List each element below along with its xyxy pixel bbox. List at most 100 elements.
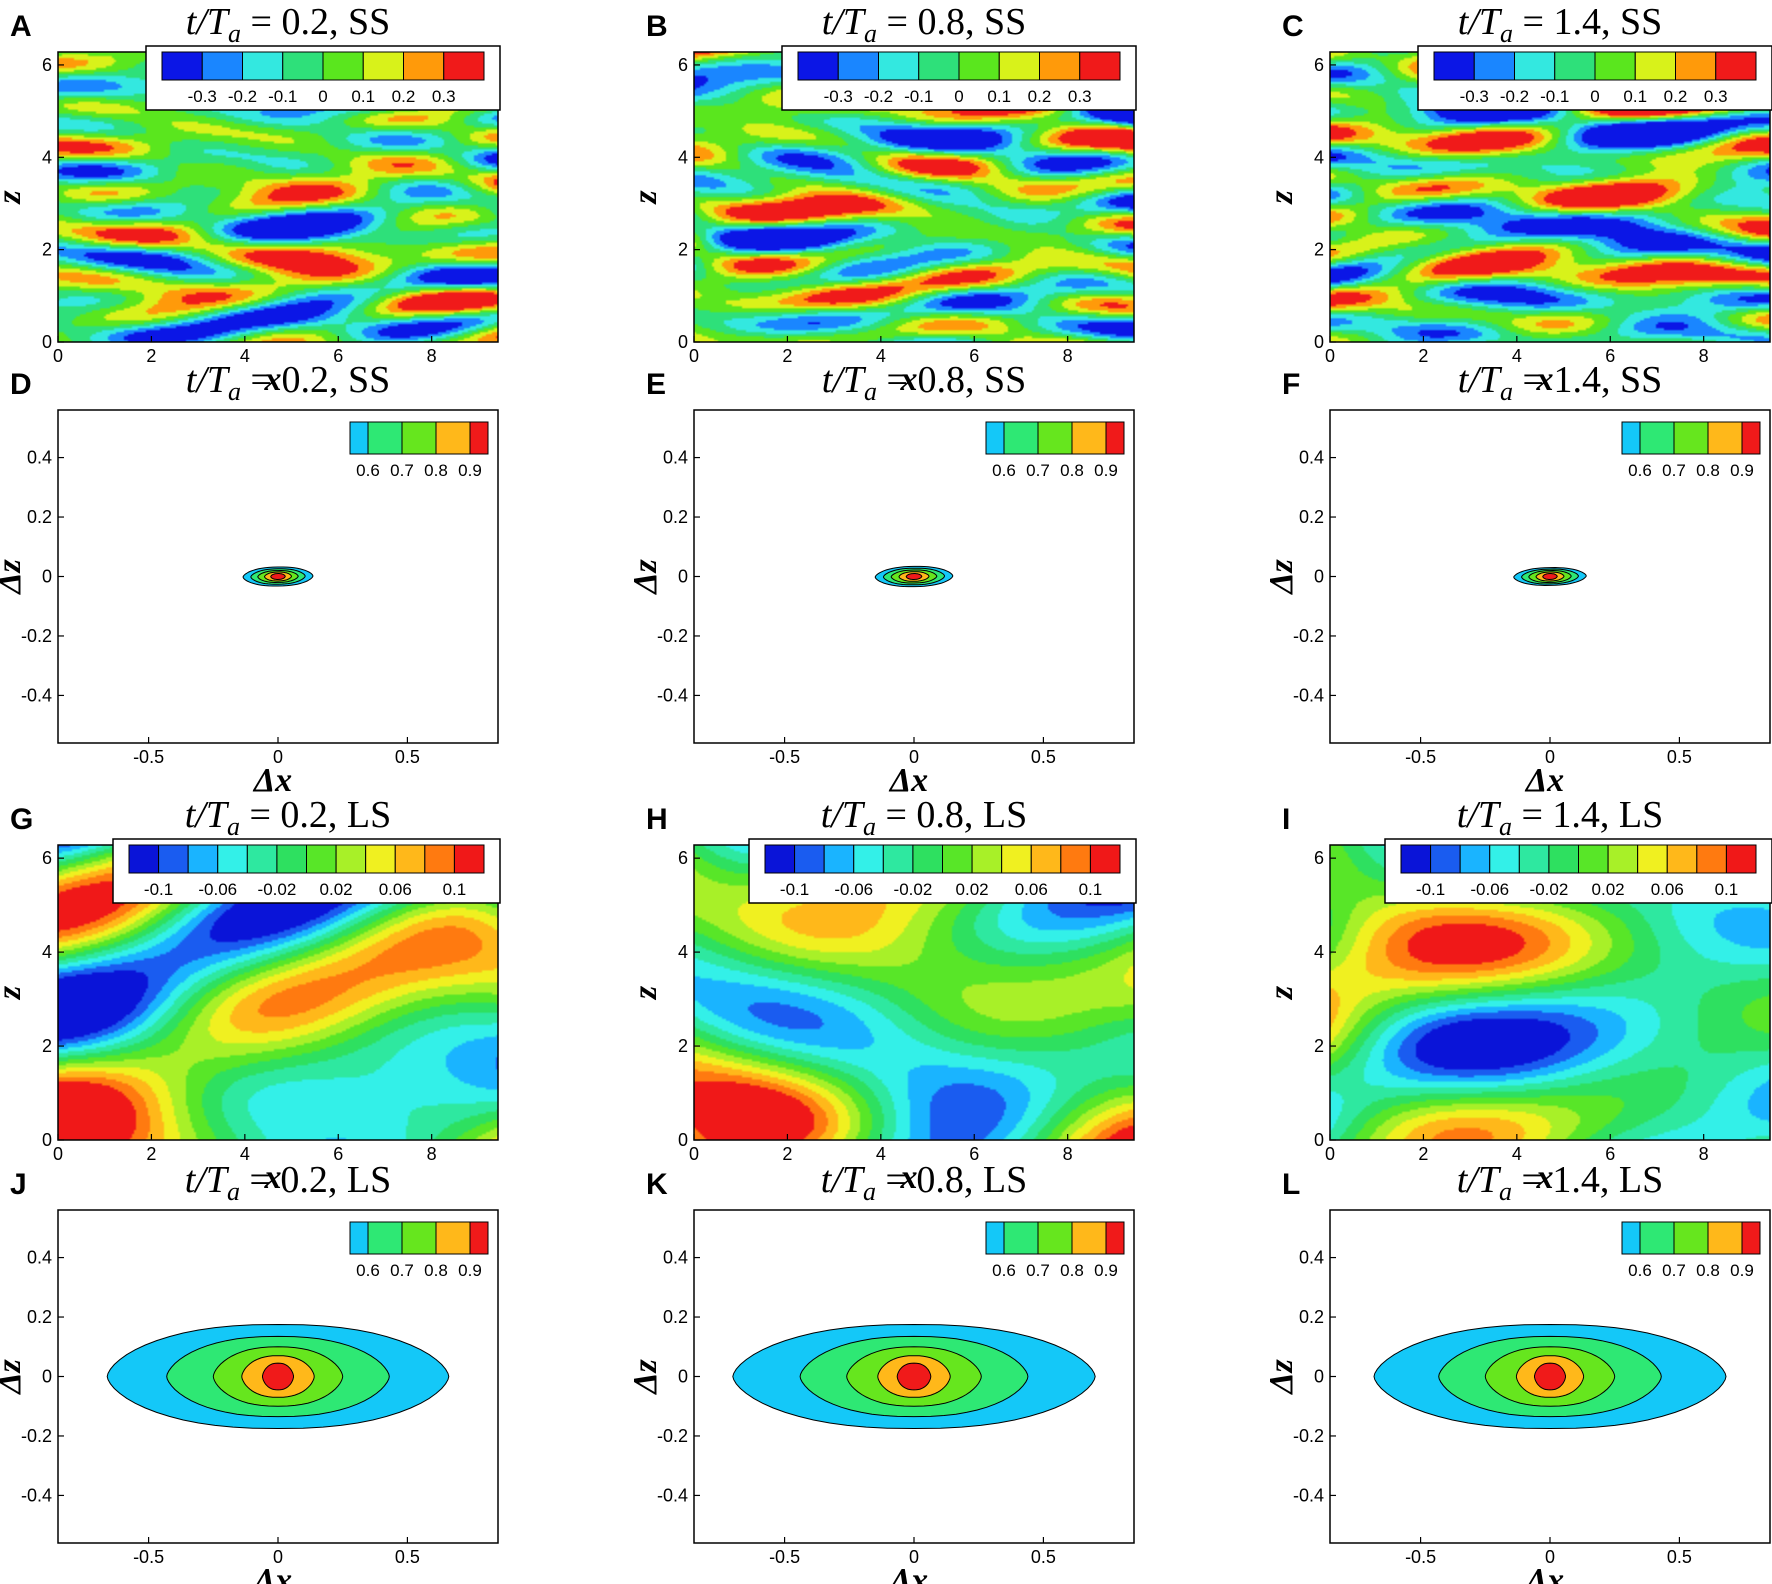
colorbar-tick-label: 0.6	[356, 461, 380, 480]
colorbar-swatch	[1430, 844, 1461, 874]
y-tick-label: 0	[42, 567, 52, 587]
x-tick-label: 2	[1418, 1144, 1428, 1164]
colorbar-swatch	[1621, 1221, 1641, 1255]
colorbar-swatch	[1715, 51, 1757, 81]
x-tick-label: -0.5	[769, 1547, 800, 1567]
y-tick-label: 6	[1314, 55, 1324, 75]
y-axis-label: z	[0, 985, 28, 1000]
y-tick-label: 6	[678, 848, 688, 868]
colorbar-tick-label: -0.3	[824, 87, 853, 106]
colorbar-tick-label: 0.02	[320, 880, 353, 899]
colorbar-swatch	[469, 421, 489, 455]
colorbar-tick-label: 0.8	[1060, 461, 1084, 480]
y-axis-label: z	[0, 190, 28, 205]
colorbar-tick-label: 0	[1590, 87, 1599, 106]
colorbar-swatch	[246, 844, 278, 874]
x-tick-label: 4	[876, 1144, 886, 1164]
colorbar-swatch	[1548, 844, 1579, 874]
colorbar-swatch	[306, 844, 337, 874]
y-tick-label: 0.2	[663, 1307, 688, 1327]
x-tick-label: 8	[1699, 1144, 1709, 1164]
y-axis-label: Δz	[0, 1358, 28, 1395]
y-tick-label: 0	[1314, 567, 1324, 587]
colorbar-tick-label: 0.6	[1628, 461, 1652, 480]
x-tick-label: 8	[1699, 346, 1709, 366]
colorbar-tick-label: 0.1	[443, 880, 467, 899]
colorbar-swatch	[1554, 51, 1596, 81]
panel-letter: H	[646, 803, 668, 836]
colorbar-swatch	[443, 51, 485, 81]
colorbar-swatch	[1060, 844, 1091, 874]
colorbar-swatch	[1105, 421, 1125, 455]
x-tick-label: 8	[427, 1144, 437, 1164]
y-axis-label: Δz	[0, 558, 28, 595]
x-axis-label: x	[1536, 361, 1554, 398]
panel-letter: I	[1282, 803, 1290, 836]
colorbar-swatch	[1105, 1221, 1125, 1255]
colorbar-swatch	[1489, 844, 1520, 874]
y-tick-label: -0.2	[21, 626, 52, 646]
x-tick-label: 6	[1605, 346, 1615, 366]
colorbar-swatch	[823, 844, 855, 874]
colorbar-tick-label: -0.1	[144, 880, 173, 899]
colorbar-swatch	[912, 844, 944, 874]
correlation-contours	[1513, 566, 1587, 587]
y-axis-label: z	[627, 190, 664, 205]
panel-title-prefix: t/T	[185, 794, 230, 836]
x-tick-label: 2	[146, 1144, 156, 1164]
colorbar-swatch	[1634, 51, 1676, 81]
x-axis-label: x	[264, 361, 282, 398]
panel-letter: F	[1282, 368, 1300, 401]
colorbar-swatch	[1696, 844, 1727, 874]
x-tick-label: -0.5	[133, 1547, 164, 1567]
colorbar: -0.1 -0.06 -0.02 0.02 0.06 0.1	[748, 838, 1137, 904]
y-tick-label: 0	[678, 567, 688, 587]
colorbar-swatch	[401, 421, 437, 455]
colorbar-swatch	[424, 844, 455, 874]
contour-level-0.9	[262, 1362, 294, 1391]
x-tick-label: 0	[909, 1547, 919, 1567]
y-axis-label: z	[1263, 190, 1300, 205]
colorbar-swatch	[1673, 1221, 1709, 1255]
y-tick-label: 0	[1314, 1130, 1324, 1150]
panel-title-suffix: = 1.4, LS	[1512, 794, 1663, 836]
y-tick-label: 2	[1314, 1036, 1324, 1056]
x-tick-label: 4	[1512, 1144, 1522, 1164]
x-tick-label: -0.5	[1405, 1547, 1436, 1567]
colorbar-swatch	[1037, 1221, 1073, 1255]
colorbar-swatch	[349, 421, 369, 455]
panel-title: t/Ta = 0.2, SS	[186, 1, 390, 48]
x-tick-label: 0	[689, 346, 699, 366]
panel-title-prefix: t/T	[1458, 359, 1503, 401]
panel-title: t/Ta = 0.2, LS	[185, 794, 392, 841]
panel-title: t/Ta = 0.8, SS	[822, 1, 1026, 48]
x-axis-label: Δx	[1524, 1562, 1564, 1584]
panel-title-prefix: t/T	[185, 1159, 230, 1201]
colorbar: -0.3 -0.2 -0.1 0 0.1 0.2 0.3	[1417, 45, 1772, 111]
panel-title-prefix: t/T	[822, 359, 867, 401]
x-tick-label: 0	[273, 1547, 283, 1567]
y-tick-label: 4	[678, 942, 688, 962]
colorbar-swatch	[1071, 421, 1107, 455]
x-tick-label: 0	[273, 747, 283, 767]
colorbar-tick-label: 0.8	[424, 1261, 448, 1280]
colorbar-swatch	[1621, 421, 1641, 455]
x-tick-label: 6	[969, 1144, 979, 1164]
x-tick-label: -0.5	[133, 747, 164, 767]
panel-letter: J	[10, 1168, 27, 1201]
colorbar-tick-label: 0.1	[1715, 880, 1739, 899]
x-tick-label: 4	[876, 346, 886, 366]
colorbar-swatch	[187, 844, 219, 874]
y-tick-label: 0.2	[27, 1307, 52, 1327]
colorbar: 0.6 0.7 0.8 0.9	[985, 421, 1125, 480]
colorbar-swatch	[217, 844, 248, 874]
colorbar-tick-label: 0.3	[432, 87, 456, 106]
colorbar-tick-label: 0.3	[1068, 87, 1092, 106]
panel-title: t/Ta = 1.4, SS	[1458, 1, 1662, 48]
x-axis-label: Δx	[252, 1562, 292, 1584]
colorbar-swatch	[276, 844, 307, 874]
colorbar-swatch	[971, 844, 1003, 874]
colorbar-swatch	[1473, 51, 1515, 81]
x-axis-label: Δx	[1524, 762, 1564, 799]
